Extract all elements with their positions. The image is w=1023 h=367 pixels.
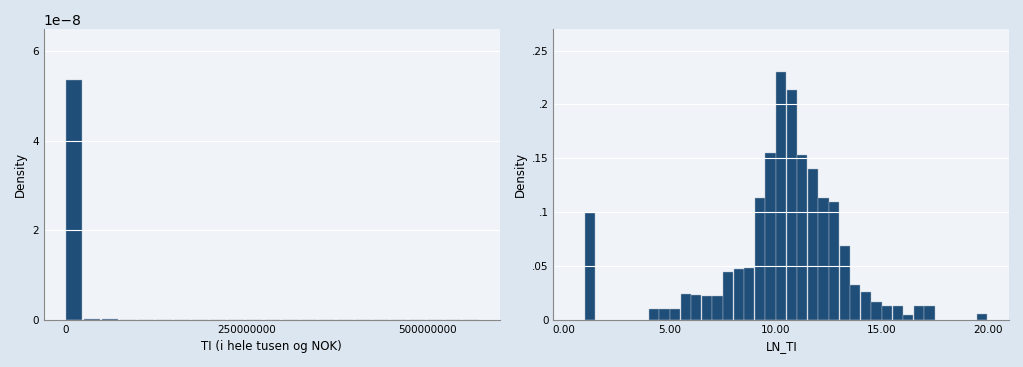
Bar	[733, 269, 744, 320]
Bar	[692, 295, 702, 320]
Bar	[744, 268, 754, 320]
Bar	[914, 306, 924, 320]
Bar	[723, 272, 733, 320]
Bar	[840, 247, 850, 320]
Bar	[660, 309, 670, 320]
Bar	[797, 155, 807, 320]
Bar	[829, 202, 839, 320]
Bar	[65, 80, 82, 320]
Bar	[925, 306, 935, 320]
Bar	[755, 198, 765, 320]
X-axis label: TI (i hele tusen og NOK): TI (i hele tusen og NOK)	[202, 340, 342, 353]
X-axis label: LN_TI: LN_TI	[765, 340, 797, 353]
Bar	[765, 153, 775, 320]
Bar	[850, 285, 860, 320]
Bar	[787, 90, 797, 320]
Bar	[818, 198, 829, 320]
Bar	[903, 315, 914, 320]
Y-axis label: Density: Density	[514, 152, 527, 197]
Bar	[872, 302, 882, 320]
Bar	[882, 306, 892, 320]
Bar	[892, 306, 902, 320]
Bar	[808, 169, 818, 320]
Bar	[776, 72, 786, 320]
Bar	[680, 294, 691, 320]
Bar	[649, 309, 659, 320]
Bar	[670, 309, 680, 320]
Bar	[84, 319, 99, 320]
Bar	[977, 314, 987, 320]
Bar	[860, 292, 871, 320]
Bar	[585, 213, 595, 320]
Bar	[712, 296, 722, 320]
Y-axis label: Density: Density	[14, 152, 27, 197]
Bar	[702, 296, 712, 320]
